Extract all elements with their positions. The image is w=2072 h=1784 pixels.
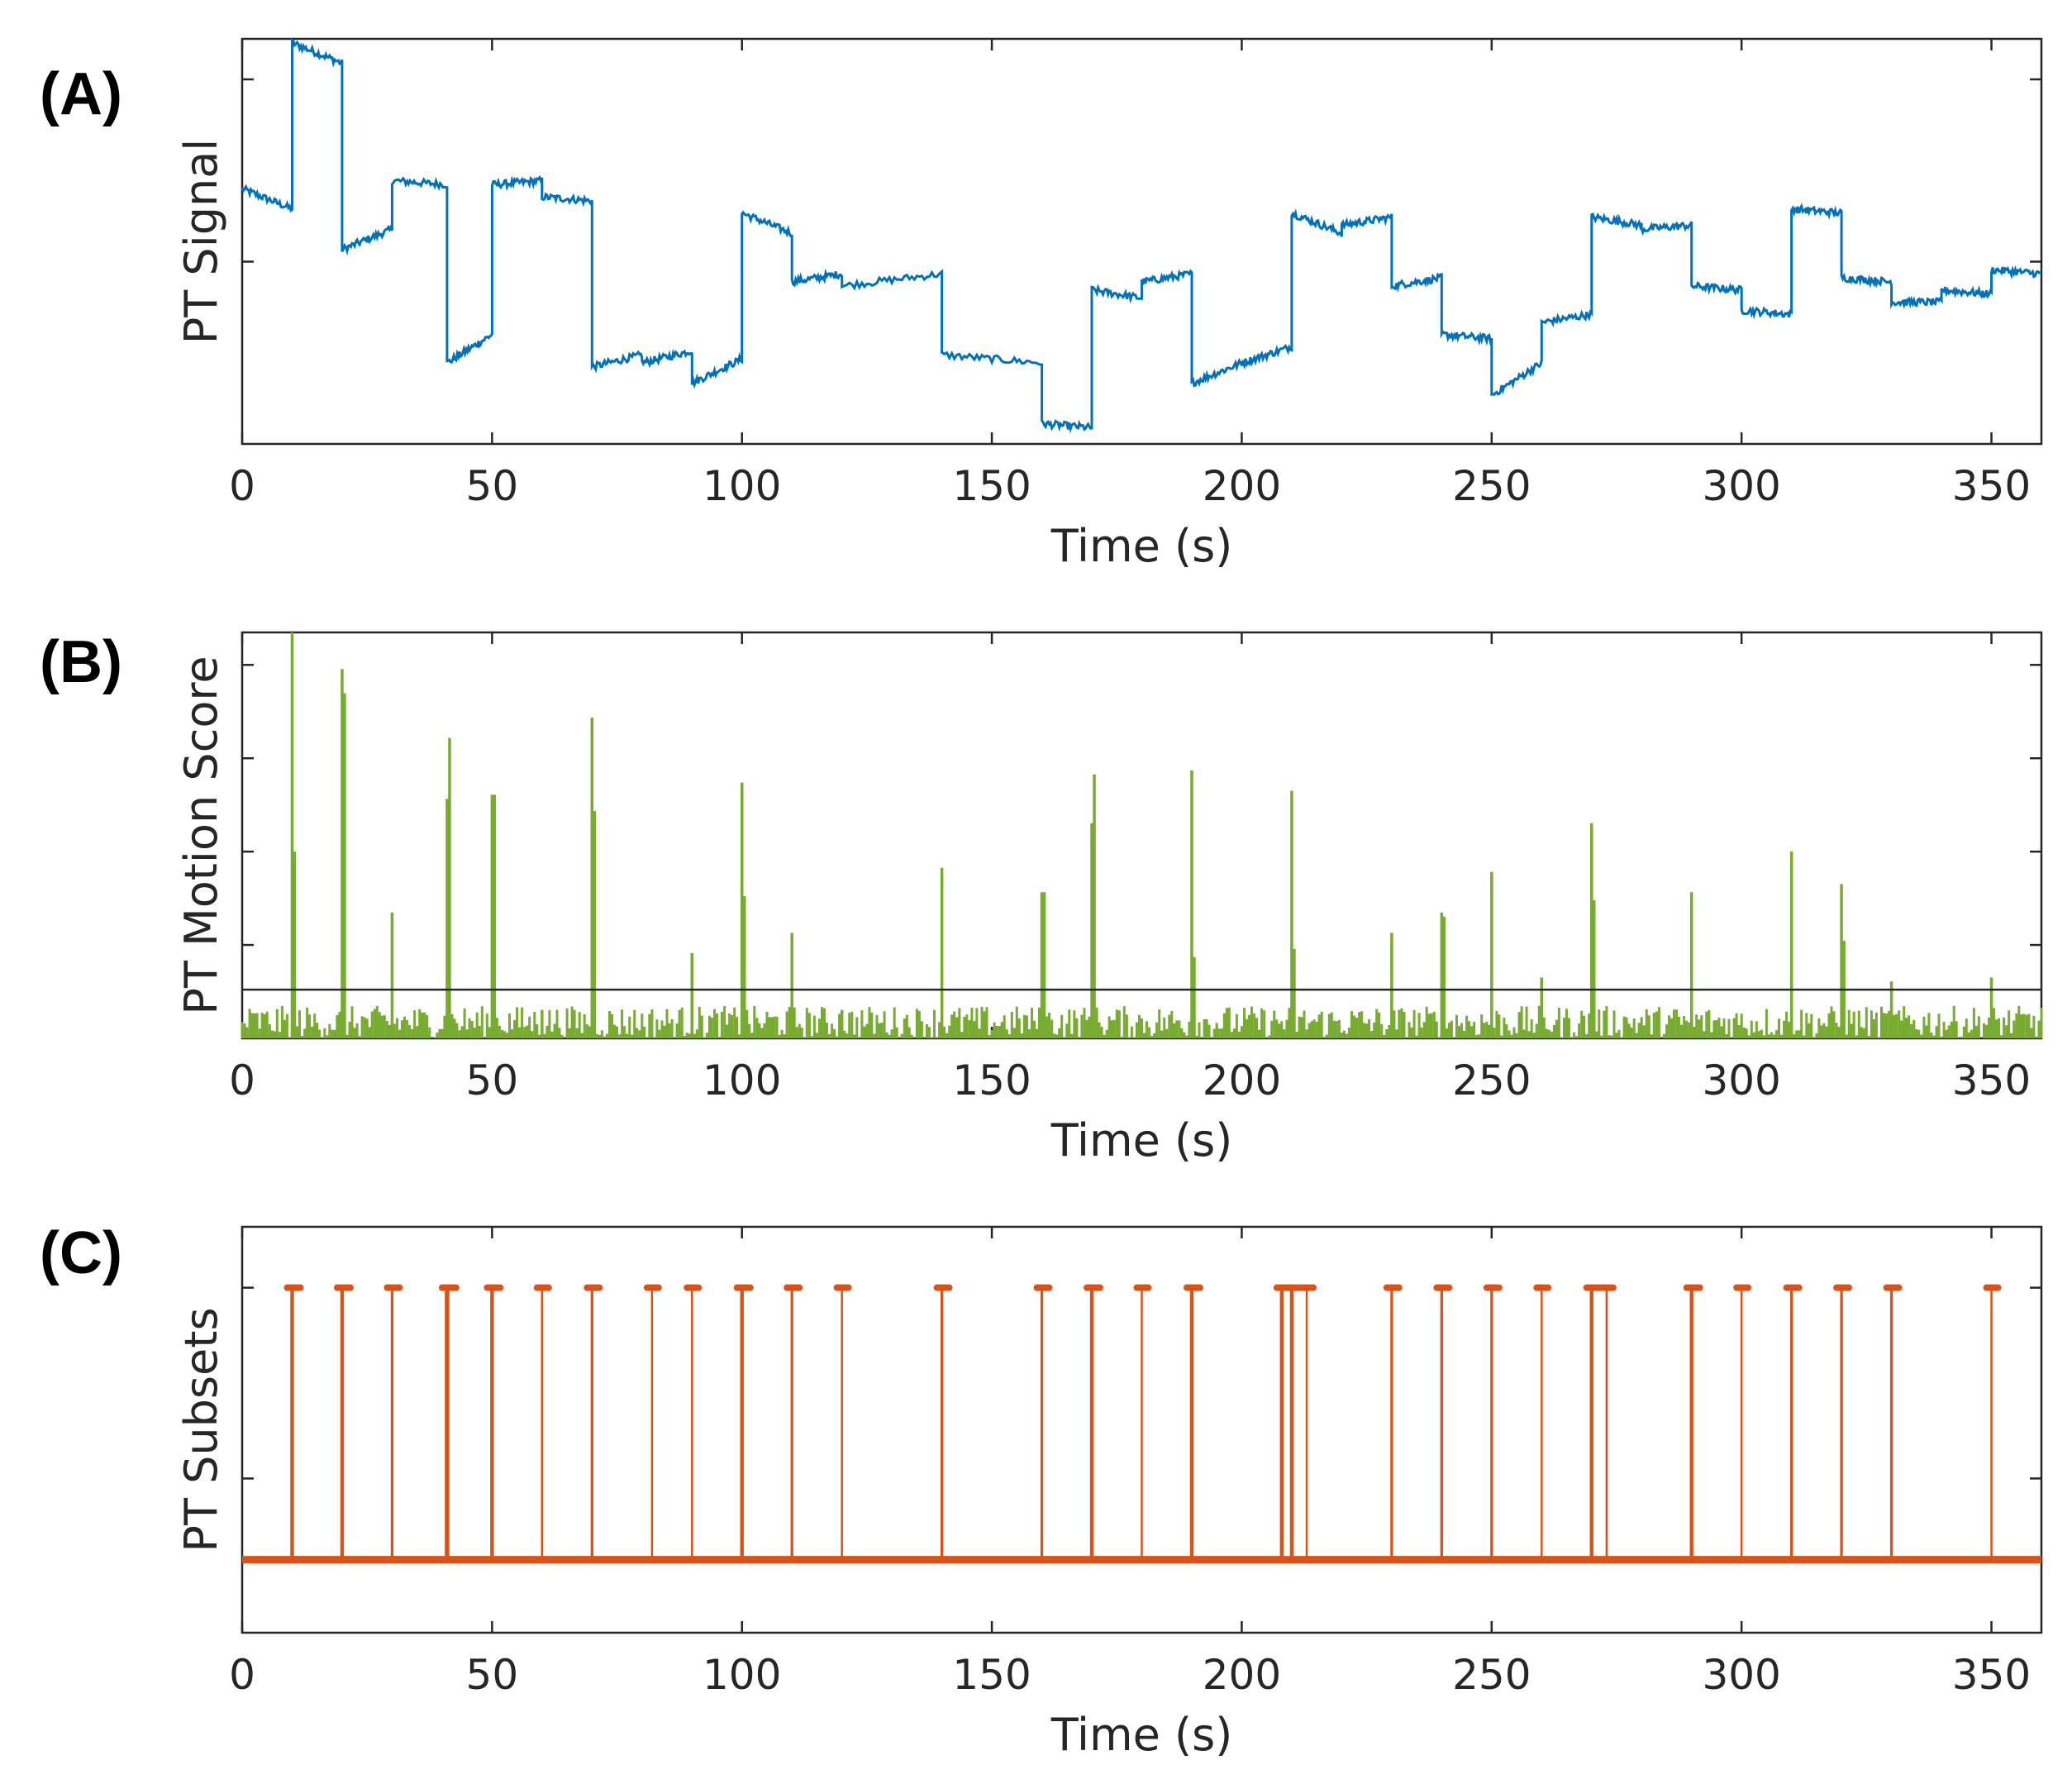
x-tick-label-b: 300 — [1702, 1057, 1780, 1104]
x-ticks-c: 0 50 100 150 200 250 300 350 — [229, 1227, 2031, 1699]
x-tick-label-b: 150 — [952, 1057, 1031, 1104]
x-tick-label-a: 150 — [952, 462, 1031, 510]
panel-a-plot: 0 50 100 150 200 250 300 350 Time (s) PT Signal — [175, 37, 2043, 572]
x-ticks-a: 0 50 100 150 200 250 300 350 — [229, 39, 2031, 510]
x-tick-label-c: 150 — [952, 1651, 1031, 1699]
panel-label-a: (A) — [40, 61, 122, 127]
x-tick-label-c: 50 — [466, 1651, 519, 1699]
x-tick-label-b: 250 — [1452, 1057, 1531, 1104]
y-axis-label-c: PT Subsets — [175, 1307, 227, 1552]
x-tick-label-b: 350 — [1952, 1057, 2031, 1104]
pt-motion-noise — [241, 1005, 2043, 1038]
x-tick-label-c: 100 — [703, 1651, 781, 1699]
y-axis-label-a: PT Signal — [175, 139, 227, 345]
axes-box-b — [241, 631, 2043, 1040]
panel-label-c: (C) — [40, 1220, 122, 1286]
x-ticks-b: 0 50 100 150 200 250 300 350 — [229, 632, 2031, 1104]
x-tick-label-b: 200 — [1203, 1057, 1281, 1104]
pt-signal-line — [241, 37, 2042, 434]
x-axis-label-b: Time (s) — [1050, 1114, 1233, 1166]
axes-box-a — [241, 37, 2043, 446]
x-tick-label-b: 50 — [466, 1057, 519, 1104]
x-axis-label-c: Time (s) — [1050, 1709, 1233, 1761]
x-tick-label-a: 200 — [1203, 462, 1281, 510]
x-tick-label-a: 350 — [1952, 462, 2031, 510]
x-tick-label-c: 300 — [1702, 1651, 1780, 1699]
panel-label-b: (B) — [40, 629, 122, 695]
x-tick-label-c: 200 — [1203, 1651, 1281, 1699]
panel-b-plot: 0 50 100 150 200 250 300 350 Time (s) PT Motion S… — [175, 631, 2043, 1166]
axes-box-c — [241, 1225, 2043, 1634]
y-axis-label-b: PT Motion Score — [175, 656, 227, 1014]
x-tick-label-a: 100 — [703, 462, 781, 510]
x-tick-label-c: 0 — [229, 1651, 255, 1699]
x-tick-label-a: 50 — [466, 462, 519, 510]
x-tick-label-c: 250 — [1452, 1651, 1531, 1699]
x-tick-label-a: 0 — [229, 462, 255, 510]
x-tick-label-b: 0 — [229, 1057, 255, 1104]
x-axis-label-a: Time (s) — [1050, 520, 1233, 572]
x-tick-label-a: 300 — [1702, 462, 1780, 510]
x-tick-label-b: 100 — [703, 1057, 781, 1104]
panel-c-plot: 0 50 100 150 200 250 300 350 Time (s) PT Subsets — [175, 1225, 2043, 1761]
x-tick-label-a: 250 — [1452, 462, 1531, 510]
x-tick-label-c: 350 — [1952, 1651, 2031, 1699]
